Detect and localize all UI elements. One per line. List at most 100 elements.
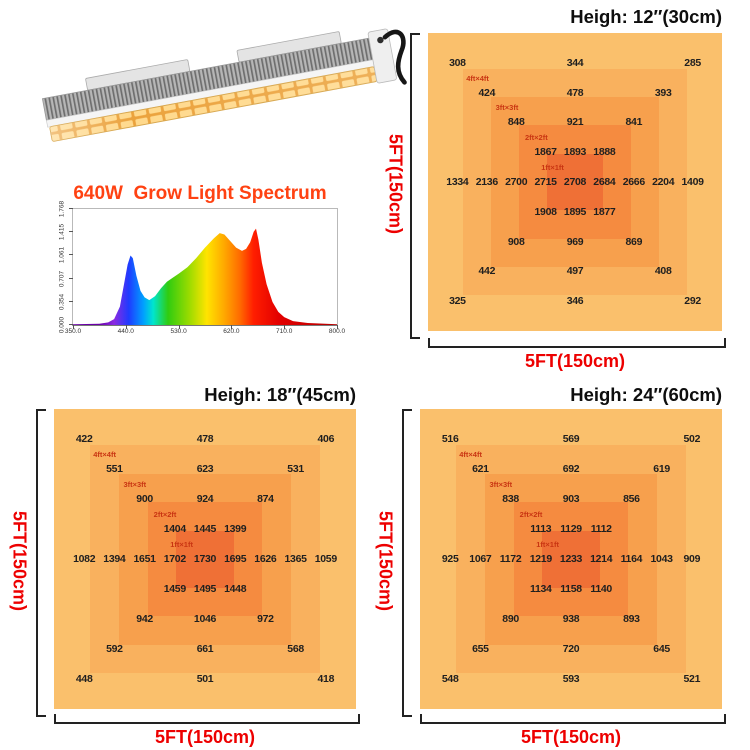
- ppfd-value: 1129: [560, 523, 582, 535]
- ppfd-value: 478: [196, 433, 214, 445]
- ppfd-value: 1895: [563, 205, 587, 218]
- ppfd-value: 720: [562, 643, 580, 655]
- ppfd-value: 1399: [224, 523, 247, 535]
- ppfd-value: 592: [106, 643, 123, 655]
- spectrum-x-tick: 620.0: [223, 328, 240, 335]
- ppfd-value: 1459: [163, 583, 186, 595]
- spectrum-x-tickmark: [337, 325, 338, 329]
- spectrum-title: 640W Grow Light Spectrum: [73, 183, 327, 204]
- spectrum-x-tick: 350.0: [64, 328, 82, 335]
- ppfd-value: 1082: [73, 553, 96, 565]
- spectrum-y-tickmark: [69, 208, 73, 209]
- spectrum-y-tick: 0.354: [58, 293, 66, 310]
- ppfd-value: 942: [136, 613, 153, 625]
- ppfd-value: 890: [502, 613, 519, 625]
- ppfd-value: 1409: [681, 176, 704, 188]
- zone-label: 3ft×3ft: [495, 103, 519, 113]
- ppfd-value: 1867: [534, 146, 557, 159]
- ppfd-value: 1394: [103, 553, 126, 565]
- spectrum-curve: [73, 228, 337, 325]
- ppfd-ring-4: [547, 153, 603, 211]
- spectrum-chart: 640W Grow Light Spectrum: [50, 183, 350, 335]
- ppfd-value: 569: [562, 433, 580, 445]
- ppfd-value: 848: [507, 116, 525, 129]
- ppfd-value: 856: [623, 493, 640, 505]
- ppfd-value: 501: [196, 673, 214, 685]
- ppfd-value: 869: [625, 235, 643, 248]
- ppfd-value: 521: [683, 673, 701, 685]
- spectrum-x-tick: 800.0: [328, 328, 346, 335]
- power-connector: [377, 36, 384, 44]
- ppfd-value: 619: [653, 463, 670, 475]
- grow-light-bar-graphic: [41, 28, 407, 142]
- ppfd-value: 1404: [163, 523, 186, 535]
- ppfd-value: 692: [562, 463, 580, 475]
- spectrum-y-tickmark: [69, 254, 73, 256]
- ppfd-value: 938: [562, 613, 580, 625]
- ppfd-value: 442: [478, 265, 496, 278]
- ppfd-value: 1365: [284, 553, 307, 565]
- ppfd-value: 1695: [224, 553, 247, 565]
- ppfd-value: 1112: [590, 523, 612, 535]
- spectrum-x-tickmark: [284, 325, 286, 329]
- ppfd-value: 645: [653, 643, 670, 655]
- ppfd-value: 1730: [193, 553, 217, 565]
- spectrum-x-tick: 710.0: [276, 328, 293, 335]
- spectrum-y-tick: 1.061: [58, 247, 66, 264]
- spectrum-y-tickmark: [69, 300, 73, 302]
- ppfd-ring-4: [542, 530, 600, 588]
- end-cap: [367, 28, 397, 84]
- ppfd-value: 406: [317, 433, 335, 445]
- ppfd-value: 909: [683, 553, 701, 565]
- ppfd-value: 1164: [620, 553, 643, 565]
- zone-label: 3ft×3ft: [489, 479, 513, 489]
- ppfd-value: 903: [562, 493, 580, 505]
- ppfd-value: 2136: [475, 176, 498, 188]
- zone-label: 3ft×3ft: [123, 479, 147, 489]
- ppfd-value: 551: [106, 463, 123, 475]
- ppfd-value: 1158: [560, 583, 582, 595]
- spectrum-y-tick: 1.768: [58, 200, 66, 218]
- ppfd-value: 548: [441, 673, 459, 685]
- x-axis-bracket: [428, 338, 726, 348]
- ppfd-value: 874: [257, 493, 274, 505]
- y-axis-label: 5FT(150cm): [375, 510, 396, 612]
- ppfd-value: 424: [478, 86, 496, 99]
- led-strip-shine: [49, 66, 377, 142]
- ppfd-value: 1626: [254, 553, 277, 565]
- zone-label: 4ft×4ft: [459, 449, 482, 459]
- ppfd-value: 1233: [559, 553, 583, 565]
- ppfd-value: 1140: [590, 583, 612, 595]
- ppfd-value: 908: [507, 235, 525, 248]
- ppfd-value: 1888: [593, 146, 616, 159]
- ppfd-value: 2666: [622, 176, 645, 188]
- ppfd-value: 841: [625, 116, 643, 129]
- ppfd-value: 623: [196, 463, 214, 475]
- ppfd-value: 1495: [193, 583, 217, 595]
- y-axis-bracket: [36, 409, 46, 717]
- zone-label: 2ft×2ft: [519, 509, 543, 519]
- ppfd-map: 516 569 502 621 692 619 838 903 856 1113 1129 1112 9…: [420, 409, 722, 709]
- spectrum-y-tickmark: [69, 231, 73, 233]
- ppfd-value: 285: [684, 56, 701, 69]
- x-axis-bracket: [420, 714, 726, 724]
- ppfd-value: 1172: [499, 553, 522, 565]
- x-axis-bracket: [54, 714, 360, 724]
- ppfd-ring-4: [176, 530, 234, 588]
- ppfd-value: 1448: [224, 583, 247, 595]
- x-axis-label: 5FT(150cm): [520, 727, 622, 747]
- ppfd-value: 325: [449, 295, 466, 308]
- ppfd-value: 1334: [446, 176, 469, 188]
- zone-label: 1ft×1ft: [541, 162, 564, 172]
- ppfd-value: 1046: [193, 613, 217, 625]
- ppfd-value: 497: [566, 265, 584, 278]
- zone-label: 1ft×1ft: [170, 539, 193, 549]
- power-cable: [382, 29, 407, 85]
- ppfd-value: 308: [449, 56, 466, 69]
- spectrum-y-tick: 1.415: [58, 224, 66, 241]
- spectrum-x-tickmark: [73, 325, 74, 329]
- zone-label: 4ft×4ft: [466, 73, 489, 83]
- ppfd-value: 408: [654, 265, 672, 278]
- ppfd-value: 1651: [133, 553, 156, 565]
- ppfd-value: 924: [196, 493, 214, 505]
